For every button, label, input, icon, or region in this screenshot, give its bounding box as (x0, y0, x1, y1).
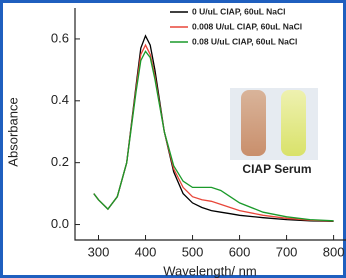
y-tick-label: 0.4 (51, 92, 69, 107)
y-tick-label: 0.0 (51, 216, 69, 231)
x-tick-label: 400 (135, 244, 157, 259)
legend-label: 0.08 U/uL CIAP, 60uL NaCl (192, 36, 297, 46)
page: {"chart_data": {"type": "line", "xlabel"… (0, 0, 346, 278)
legend-label: 0 U/uL CIAP, 60uL NaCl (192, 6, 286, 16)
x-tick-label: 600 (229, 244, 251, 259)
inset-photo (230, 88, 318, 160)
legend-label: 0.008 U/uL CIAP, 60uL NaCl (192, 21, 302, 31)
x-tick-label: 500 (182, 244, 204, 259)
y-tick-label: 0.6 (51, 30, 69, 45)
x-tick-label: 800 (323, 244, 345, 259)
y-tick-label: 0.2 (51, 154, 69, 169)
inset-label: CIAP Serum (242, 162, 311, 176)
y-axis-label: Absorbance (5, 97, 20, 166)
x-axis-label: Wavelength/ nm (163, 263, 256, 278)
x-tick-label: 700 (276, 244, 298, 259)
chart: CIAP Serum Absorbance Wavelength/ nm 0.0… (0, 0, 346, 278)
x-tick-label: 300 (88, 244, 110, 259)
